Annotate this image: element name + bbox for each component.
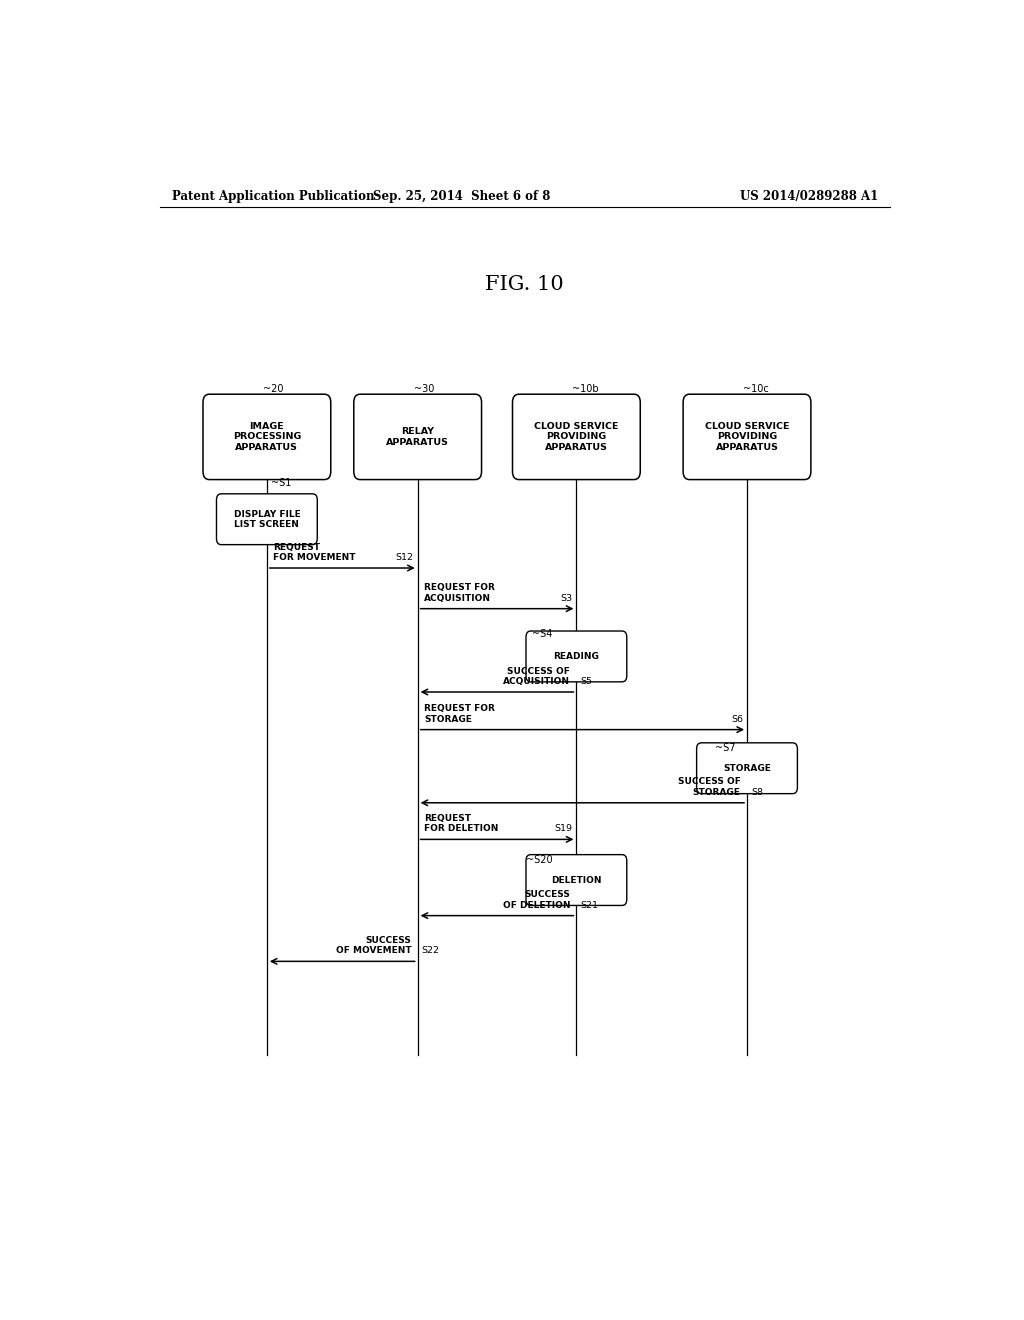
Text: SUCCESS OF
ACQUISITION: SUCCESS OF ACQUISITION bbox=[503, 667, 570, 686]
Text: SUCCESS
OF MOVEMENT: SUCCESS OF MOVEMENT bbox=[336, 936, 412, 956]
Text: S8: S8 bbox=[751, 788, 763, 797]
Text: S6: S6 bbox=[731, 714, 743, 723]
Text: ~30: ~30 bbox=[414, 384, 434, 395]
Text: ~S7: ~S7 bbox=[715, 743, 735, 752]
Text: S5: S5 bbox=[581, 677, 592, 686]
FancyBboxPatch shape bbox=[526, 631, 627, 682]
Text: READING: READING bbox=[553, 652, 599, 661]
Text: REQUEST
FOR MOVEMENT: REQUEST FOR MOVEMENT bbox=[273, 543, 355, 562]
Text: ~10c: ~10c bbox=[743, 384, 769, 395]
Text: REQUEST FOR
STORAGE: REQUEST FOR STORAGE bbox=[424, 704, 495, 723]
Text: ~S1: ~S1 bbox=[270, 478, 291, 487]
FancyBboxPatch shape bbox=[216, 494, 317, 545]
Text: S21: S21 bbox=[581, 900, 598, 909]
FancyBboxPatch shape bbox=[696, 743, 798, 793]
Text: CLOUD SERVICE
PROVIDING
APPARATUS: CLOUD SERVICE PROVIDING APPARATUS bbox=[535, 422, 618, 451]
Text: S22: S22 bbox=[422, 946, 439, 956]
Text: REQUEST
FOR DELETION: REQUEST FOR DELETION bbox=[424, 814, 499, 833]
Text: STORAGE: STORAGE bbox=[723, 764, 771, 772]
Text: DISPLAY FILE
LIST SCREEN: DISPLAY FILE LIST SCREEN bbox=[233, 510, 300, 529]
Text: RELAY
APPARATUS: RELAY APPARATUS bbox=[386, 428, 450, 446]
FancyBboxPatch shape bbox=[526, 854, 627, 906]
FancyBboxPatch shape bbox=[512, 395, 640, 479]
Text: ~20: ~20 bbox=[263, 384, 284, 395]
FancyBboxPatch shape bbox=[353, 395, 481, 479]
Text: IMAGE
PROCESSING
APPARATUS: IMAGE PROCESSING APPARATUS bbox=[232, 422, 301, 451]
FancyBboxPatch shape bbox=[203, 395, 331, 479]
Text: CLOUD SERVICE
PROVIDING
APPARATUS: CLOUD SERVICE PROVIDING APPARATUS bbox=[705, 422, 790, 451]
Text: S12: S12 bbox=[395, 553, 414, 562]
Text: US 2014/0289288 A1: US 2014/0289288 A1 bbox=[739, 190, 878, 202]
Text: DELETION: DELETION bbox=[551, 875, 602, 884]
Text: SUCCESS
OF DELETION: SUCCESS OF DELETION bbox=[503, 890, 570, 909]
Text: REQUEST FOR
ACQUISITION: REQUEST FOR ACQUISITION bbox=[424, 583, 495, 602]
FancyBboxPatch shape bbox=[683, 395, 811, 479]
Text: S19: S19 bbox=[554, 824, 572, 833]
Text: S3: S3 bbox=[560, 594, 572, 602]
Text: Patent Application Publication: Patent Application Publication bbox=[172, 190, 374, 202]
Text: SUCCESS OF
STORAGE: SUCCESS OF STORAGE bbox=[678, 777, 740, 797]
Text: ~S20: ~S20 bbox=[526, 855, 553, 865]
Text: ~10b: ~10b bbox=[572, 384, 599, 395]
Text: ~S4: ~S4 bbox=[532, 630, 553, 639]
Text: FIG. 10: FIG. 10 bbox=[485, 275, 564, 294]
Text: Sep. 25, 2014  Sheet 6 of 8: Sep. 25, 2014 Sheet 6 of 8 bbox=[373, 190, 550, 202]
